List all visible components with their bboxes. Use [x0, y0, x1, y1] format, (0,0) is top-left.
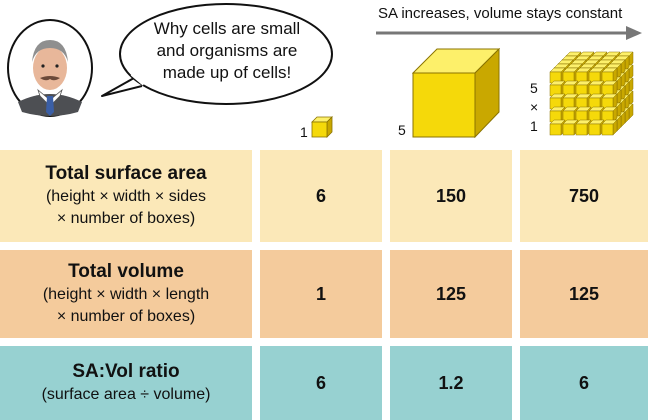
value-text: 125: [568, 283, 600, 304]
speech-bubble: [101, 3, 333, 105]
value-text: 1.2: [438, 372, 464, 393]
large-cube-label: 5: [398, 122, 406, 138]
large-cube-icon: [412, 48, 500, 138]
volume-value-1: 1: [260, 250, 382, 338]
value-text: 6: [315, 372, 326, 393]
surface-area-title: Total surface area: [45, 163, 207, 184]
surface-area-value-1: 6: [260, 150, 382, 242]
ratio-label-cell: SA:Vol ratio (surface area ÷ volume): [0, 346, 252, 420]
surface-area-formula-1: (height × width × sides: [45, 188, 207, 205]
small-cube-label: 1: [300, 124, 308, 140]
surface-area-value-2: 150: [390, 150, 512, 242]
volume-row: Total volume (height × width × length × …: [0, 250, 664, 338]
ratio-value-3: 6: [520, 346, 648, 420]
mini-cube: [601, 80, 618, 97]
mini-cube: [601, 106, 618, 123]
many-cubes-icon: [549, 51, 634, 136]
value-text: 150: [435, 185, 467, 206]
value-text: 1: [315, 283, 326, 304]
volume-label-cell: Total volume (height × width × length × …: [0, 250, 252, 338]
volume-value-2: 125: [390, 250, 512, 338]
mini-cube: [601, 93, 618, 110]
ratio-value-2: 1.2: [390, 346, 512, 420]
surface-area-label-cell: Total surface area (height × width × sid…: [0, 150, 252, 242]
ratio-value-1: 6: [260, 346, 382, 420]
speech-line-3: made up of cells!: [162, 63, 292, 82]
volume-title: Total volume: [68, 261, 184, 282]
portrait-illustration: [7, 19, 93, 117]
mini-cube: [601, 119, 618, 136]
mini-cube: [601, 67, 618, 84]
ratio-title: SA:Vol ratio: [72, 361, 180, 382]
small-cube-icon: [311, 116, 333, 138]
volume-value-3: 125: [520, 250, 648, 338]
surface-area-value-3: 750: [520, 150, 648, 242]
surface-area-row: Total surface area (height × width × sid…: [0, 150, 664, 242]
speech-bubble-text: Why cells are small and organisms are ma…: [124, 18, 330, 84]
value-text: 6: [315, 185, 326, 206]
ratio-row: SA:Vol ratio (surface area ÷ volume) 6 1…: [0, 346, 664, 420]
volume-formula-1: (height × width × length: [42, 286, 210, 303]
volume-formula-2: × number of boxes): [56, 308, 196, 325]
value-text: 125: [435, 283, 467, 304]
mini-cube: [562, 119, 579, 136]
value-text: 750: [568, 185, 600, 206]
right-arrow-icon: [376, 26, 642, 40]
value-text: 6: [578, 372, 589, 393]
arrow-label: SA increases, volume stays constant: [378, 5, 623, 22]
many-cubes-label-bottom: 1: [530, 118, 538, 134]
speech-line-1: Why cells are small: [153, 19, 301, 38]
ratio-formula: (surface area ÷ volume): [41, 386, 211, 403]
many-cubes-label-top: 5: [530, 80, 538, 96]
surface-area-formula-2: × number of boxes): [56, 210, 196, 227]
many-cubes-label-mid: ×: [530, 99, 539, 115]
speech-line-2: and organisms are: [156, 41, 298, 60]
